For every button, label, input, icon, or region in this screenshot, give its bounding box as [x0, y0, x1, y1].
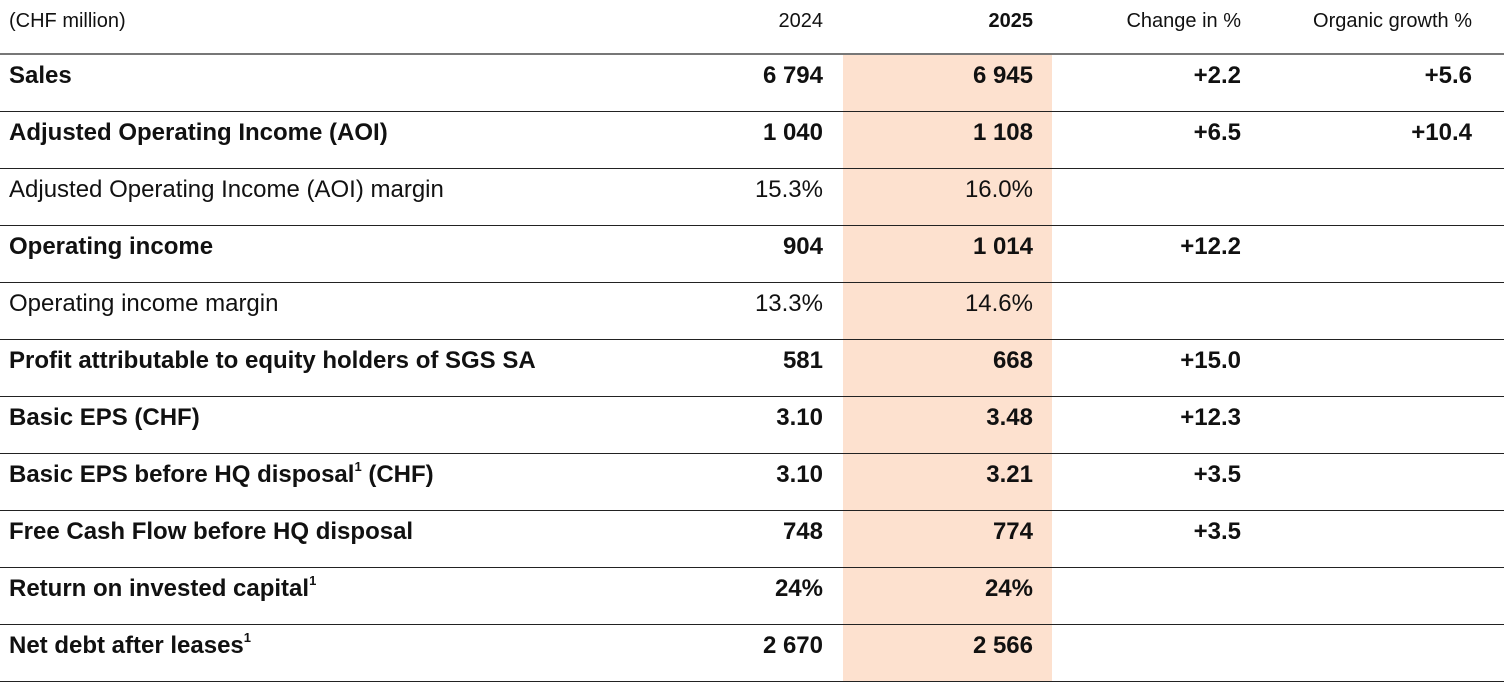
organic-growth [1262, 396, 1504, 454]
row-label: Free Cash Flow before HQ disposal [0, 510, 633, 568]
table-row: Profit attributable to equity holders of… [0, 339, 1504, 397]
row-label-text: Net debt after leases [9, 631, 244, 659]
value-2024: 24% [633, 567, 843, 625]
row-label-suffix: (CHF) [361, 460, 434, 488]
change-percent [1052, 282, 1262, 340]
row-label: Basic EPS before HQ disposal1 (CHF) [0, 453, 633, 511]
row-label: Sales [0, 54, 633, 112]
value-2025: 774 [843, 510, 1052, 568]
row-label-text: Basic EPS (CHF) [9, 403, 200, 431]
value-2024: 748 [633, 510, 843, 568]
change-percent: +12.2 [1052, 225, 1262, 283]
table-row: Return on invested capital1 24% 24% [0, 567, 1504, 625]
value-2024: 581 [633, 339, 843, 397]
organic-growth [1262, 225, 1504, 283]
row-label: Adjusted Operating Income (AOI) margin [0, 168, 633, 226]
organic-growth [1262, 453, 1504, 511]
change-percent [1052, 567, 1262, 625]
row-label: Operating income [0, 225, 633, 283]
value-2025: 14.6% [843, 282, 1052, 340]
footnote-marker: 1 [354, 458, 362, 474]
footnote-marker: 1 [309, 572, 317, 588]
change-percent: +6.5 [1052, 111, 1262, 169]
organic-growth [1262, 282, 1504, 340]
table-row: Operating income margin 13.3% 14.6% [0, 282, 1504, 340]
header-row: (CHF million) 2024 2025 Change in % Orga… [0, 0, 1504, 55]
table-row: Free Cash Flow before HQ disposal 748 774 +… [0, 510, 1504, 568]
table-row: Operating income 904 1 014 +12.2 [0, 225, 1504, 283]
row-label-text: Return on invested capital [9, 574, 310, 602]
row-label-text: Free Cash Flow before HQ disposal [9, 517, 414, 545]
table-row: Adjusted Operating Income (AOI) margin 15… [0, 168, 1504, 226]
value-2024: 6 794 [633, 54, 843, 112]
value-2025: 1 014 [843, 225, 1052, 283]
change-percent: +2.2 [1052, 54, 1262, 112]
table-row: Net debt after leases1 2 670 2 566 [0, 624, 1504, 682]
value-2025: 2 566 [843, 624, 1052, 682]
change-percent: +12.3 [1052, 396, 1262, 454]
change-percent: +3.5 [1052, 510, 1262, 568]
value-2024: 13.3% [633, 282, 843, 340]
row-label: Basic EPS (CHF) [0, 396, 633, 454]
value-2025: 3.48 [843, 396, 1052, 454]
value-2025: 1 108 [843, 111, 1052, 169]
row-label-text: Operating income margin [9, 289, 279, 317]
row-label: Profit attributable to equity holders of… [0, 339, 633, 397]
row-label: Operating income margin [0, 282, 633, 340]
organic-growth [1262, 168, 1504, 226]
value-2024: 904 [633, 225, 843, 283]
unit-header: (CHF million) [0, 0, 633, 55]
footnote-marker: 1 [243, 629, 251, 645]
value-2025: 668 [843, 339, 1052, 397]
organic-growth [1262, 567, 1504, 625]
organic-growth [1262, 624, 1504, 682]
header-2025: 2025 [843, 0, 1052, 55]
row-label-text: Adjusted Operating Income (AOI) margin [9, 175, 444, 203]
row-label-text: Operating income [9, 232, 214, 260]
value-2024: 2 670 [633, 624, 843, 682]
change-percent [1052, 624, 1262, 682]
value-2024: 15.3% [633, 168, 843, 226]
header-change: Change in % [1052, 0, 1262, 55]
table-row: Sales 6 794 6 945 +2.2 +5.6 [0, 54, 1504, 112]
value-2024: 1 040 [633, 111, 843, 169]
row-label-text: Basic EPS before HQ disposal [9, 460, 355, 488]
change-percent [1052, 168, 1262, 226]
header-2024: 2024 [633, 0, 843, 55]
header-organic: Organic growth % [1262, 0, 1504, 55]
table-row: Basic EPS (CHF) 3.10 3.48 +12.3 [0, 396, 1504, 454]
value-2025: 16.0% [843, 168, 1052, 226]
value-2024: 3.10 [633, 396, 843, 454]
value-2025: 3.21 [843, 453, 1052, 511]
organic-growth [1262, 510, 1504, 568]
table-row: Adjusted Operating Income (AOI) 1 040 1 10… [0, 111, 1504, 169]
organic-growth: +5.6 [1262, 54, 1504, 112]
row-label-text: Profit attributable to equity holders of… [9, 346, 536, 374]
organic-growth [1262, 339, 1504, 397]
change-percent: +3.5 [1052, 453, 1262, 511]
table-row: Basic EPS before HQ disposal1 (CHF) 3.10 3… [0, 453, 1504, 511]
row-label: Return on invested capital1 [0, 567, 633, 625]
row-label: Adjusted Operating Income (AOI) [0, 111, 633, 169]
organic-growth: +10.4 [1262, 111, 1504, 169]
row-label-text: Adjusted Operating Income (AOI) [9, 118, 388, 146]
value-2025: 6 945 [843, 54, 1052, 112]
row-label-text: Sales [9, 62, 72, 89]
value-2024: 3.10 [633, 453, 843, 511]
row-label: Net debt after leases1 [0, 624, 633, 682]
change-percent: +15.0 [1052, 339, 1262, 397]
value-2025: 24% [843, 567, 1052, 625]
